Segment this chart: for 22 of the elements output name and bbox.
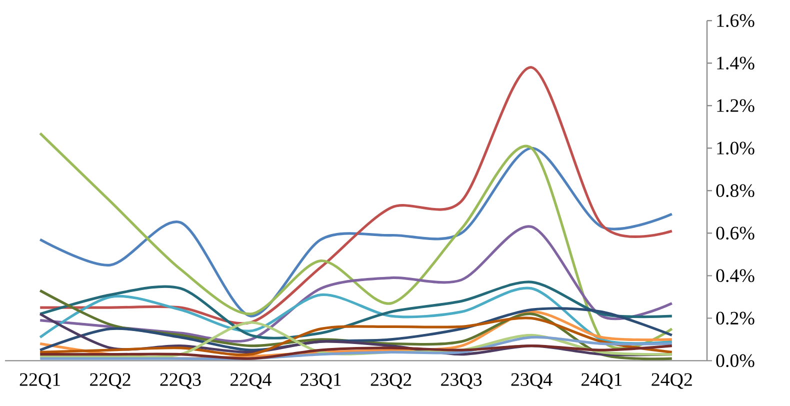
y-tick-label: 1.6% [717,14,754,28]
x-tick-label: 24Q1 [582,373,622,389]
y-tick-label: 1.2% [717,99,754,112]
y-tick-label: 0.0% [716,354,754,368]
y-tick-label: 1.0% [717,142,754,155]
x-tick-label: 22Q1 [20,373,60,389]
y-tick-label: 1.4% [717,56,754,70]
line-series [38,344,674,360]
y-tick-label: 0.6% [716,226,754,240]
x-tick-label: 22Q2 [90,373,130,389]
x-tick-label: 23Q2 [370,373,412,389]
y-tick-label: 0.4% [716,269,754,282]
x-tick-label: 23Q1 [300,373,341,389]
x-tick-label: 23Q3 [441,373,482,389]
line-series [38,66,674,325]
line-series [38,146,674,318]
x-tick-label: 22Q3 [160,373,201,389]
y-tick-label: 0.8% [716,184,754,198]
x-tick-label: 23Q4 [511,373,552,389]
x-tick-label: 22Q4 [230,373,272,389]
y-tick-label: 0.2% [716,312,754,325]
x-tick-label: 24Q2 [652,373,692,389]
